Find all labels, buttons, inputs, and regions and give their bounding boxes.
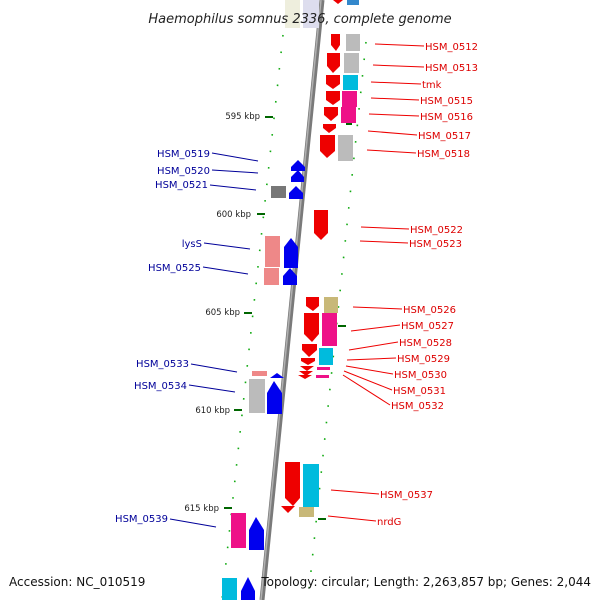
gene-label-HSM_0513[interactable]: HSM_0513	[425, 63, 478, 74]
gene-HSM_0539[interactable]	[231, 513, 264, 550]
gene-label-HSM_0520[interactable]: HSM_0520	[157, 166, 210, 177]
gene-label-HSM_0530[interactable]: HSM_0530	[394, 370, 447, 381]
gene-label-HSM_0519[interactable]: HSM_0519	[157, 149, 210, 160]
gene-HSM_0526[interactable]	[306, 297, 338, 313]
gene-label-HSM_0527[interactable]: HSM_0527	[401, 321, 454, 332]
gene-HSM_0515[interactable]	[326, 91, 357, 107]
gene-label-HSM_0525[interactable]: HSM_0525	[148, 263, 201, 274]
gene-lysS[interactable]	[265, 236, 298, 268]
gene-label-HSM_0533[interactable]: HSM_0533	[136, 359, 189, 370]
gene-label-HSM_0531[interactable]: HSM_0531	[393, 386, 446, 397]
gene-label-HSM_0512[interactable]: HSM_0512	[425, 42, 478, 53]
gene-label-HSM_0521[interactable]: HSM_0521	[155, 180, 208, 191]
gene-HSM_0518[interactable]	[320, 135, 353, 161]
gene-label-nrdG[interactable]: nrdG	[377, 517, 401, 528]
gene-label-lysS[interactable]: lysS	[182, 239, 202, 250]
gene-glyphs	[222, 0, 360, 600]
gene-HSM_0517[interactable]	[323, 124, 336, 133]
kbp-label-615: 615 kbp	[184, 504, 219, 514]
gene-HSM_0516[interactable]	[324, 107, 356, 123]
accession-text: Accession: NC_010519	[9, 575, 145, 589]
gene-HSM_0520[interactable]	[291, 170, 304, 182]
kbp-label-605: 605 kbp	[205, 308, 240, 318]
gene-label-HSM_0518[interactable]: HSM_0518	[417, 149, 470, 160]
gene-HSM_0512[interactable]	[331, 34, 360, 51]
gene-HSM_0533[interactable]	[252, 371, 284, 378]
gene-HSM_0519[interactable]	[291, 160, 305, 171]
genome-backbone-highlight	[260, 0, 322, 600]
gene-HSM_0513[interactable]	[327, 53, 359, 73]
right-leader-lines	[327, 43, 425, 522]
gene-label-HSM_0528[interactable]: HSM_0528	[399, 338, 452, 349]
gene-HSM_0532[interactable]	[298, 375, 312, 379]
gene-HSM_0537[interactable]	[285, 462, 319, 507]
gene-label-HSM_0537[interactable]: HSM_0537	[380, 490, 433, 501]
genome-title: Haemophilus somnus 2336, complete genome	[148, 12, 451, 27]
gene-label-HSM_0532[interactable]: HSM_0532	[391, 401, 444, 412]
gene-nrdG[interactable]	[281, 506, 314, 517]
gene-HSM_0531[interactable]	[299, 371, 329, 378]
gene-HSM_0529[interactable]	[301, 348, 333, 365]
kbp-label-595: 595 kbp	[225, 112, 260, 122]
genome-backbone	[259, 0, 325, 600]
gene-label-tmk[interactable]: tmk	[422, 80, 442, 91]
gene-label-HSM_0517[interactable]: HSM_0517	[418, 131, 471, 142]
gene-HSM_0527[interactable]	[304, 313, 337, 346]
kbp-label-600: 600 kbp	[216, 210, 251, 220]
gene-label-HSM_0529[interactable]: HSM_0529	[397, 354, 450, 365]
gene-HSM_0522[interactable]	[314, 210, 328, 233]
gene-label-HSM_0534[interactable]: HSM_0534	[134, 381, 187, 392]
gene-HSM_0534[interactable]	[249, 379, 282, 414]
gene-label-HSM_0522[interactable]: HSM_0522	[410, 225, 463, 236]
gene-HSM_0528[interactable]	[302, 344, 317, 357]
gene-label-HSM_0539[interactable]: HSM_0539	[115, 514, 168, 525]
gene-HSM_0525[interactable]	[264, 268, 297, 285]
topology-text: Topology: circular; Length: 2,263,857 bp…	[260, 575, 591, 589]
gene-tmk[interactable]	[326, 75, 358, 90]
gene-label-HSM_0526[interactable]: HSM_0526	[403, 305, 456, 316]
kbp-major-ticks	[224, 116, 352, 520]
gene-label-HSM_0515[interactable]: HSM_0515	[420, 96, 473, 107]
gene-HSM_0530[interactable]	[300, 366, 330, 371]
gene-label-HSM_0523[interactable]: HSM_0523	[409, 239, 462, 250]
kbp-label-610: 610 kbp	[195, 406, 230, 416]
left-leader-lines	[169, 152, 259, 528]
gene-HSM_0523[interactable]	[314, 233, 328, 240]
gene-HSM_0521[interactable]	[271, 186, 303, 199]
gene-label-HSM_0516[interactable]: HSM_0516	[420, 112, 473, 123]
